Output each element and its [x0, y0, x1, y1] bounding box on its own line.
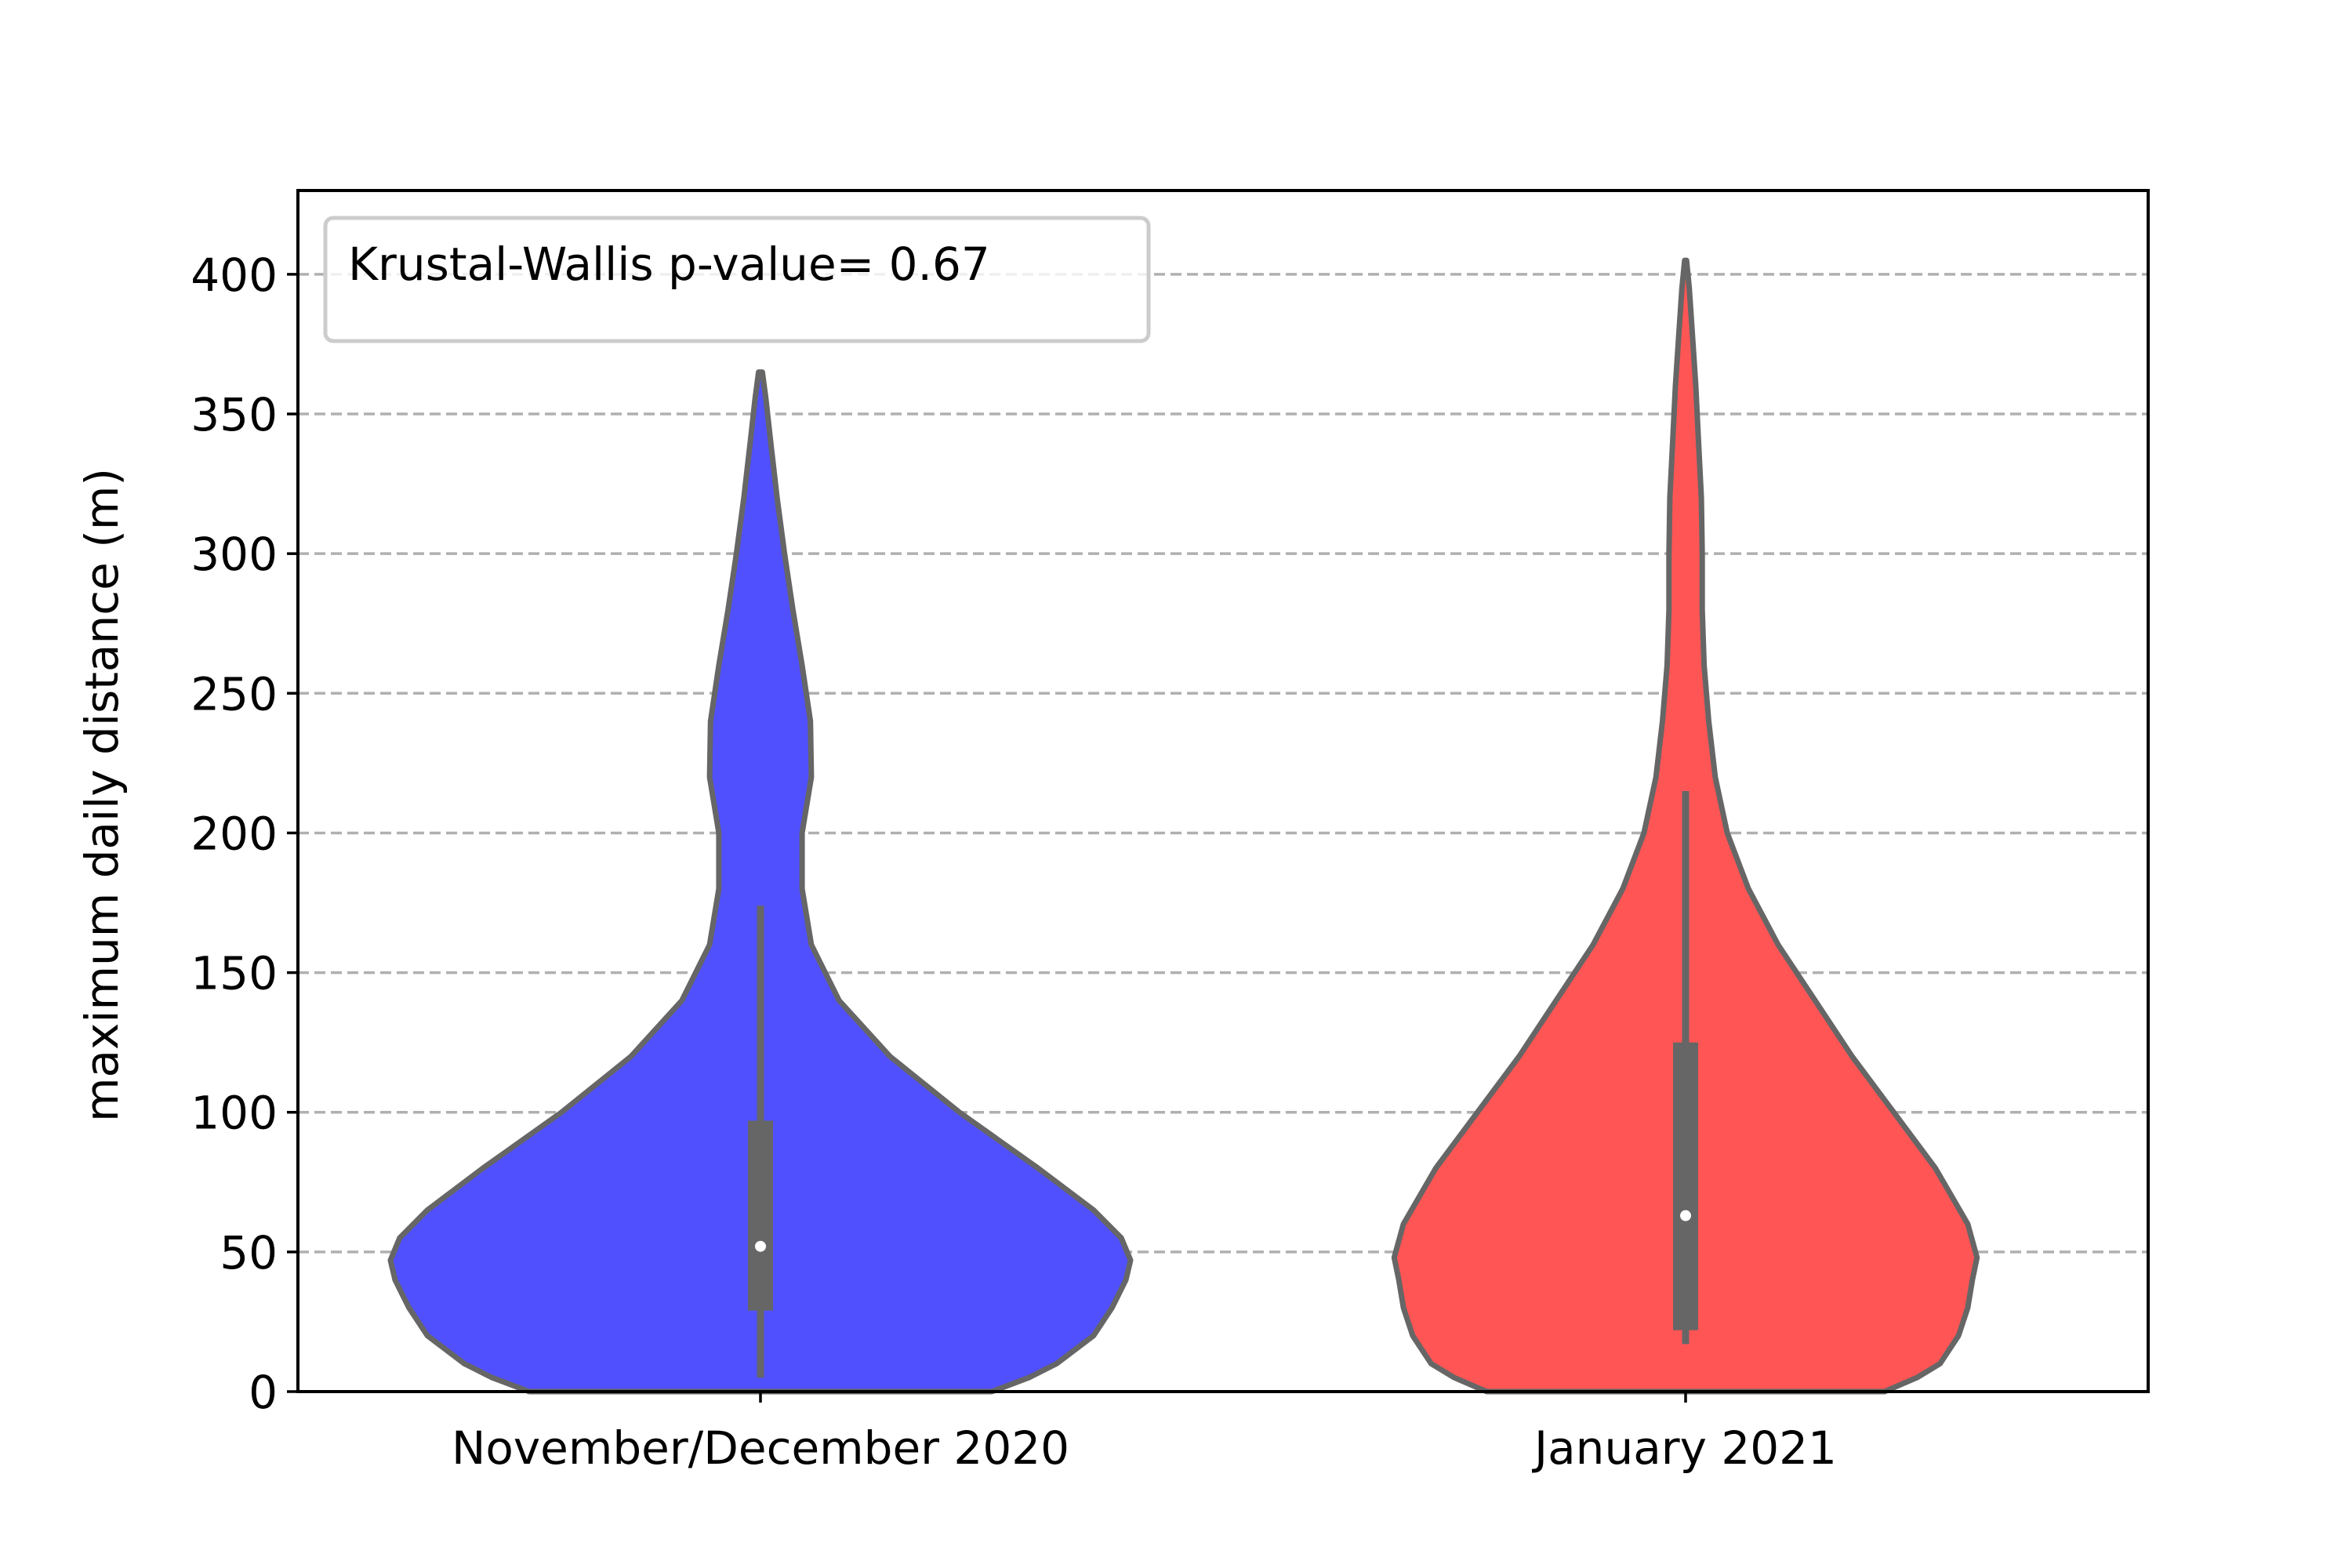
violin-layer: [387, 257, 1980, 1395]
y-tick-label-150: 150: [191, 947, 278, 1000]
box-layer: [748, 791, 1698, 1378]
y-tick-label-300: 300: [191, 528, 278, 581]
iqr-box-0: [748, 1120, 773, 1311]
violin-0: [387, 369, 1134, 1395]
y-tick-label-200: 200: [191, 807, 278, 860]
legend: Krustal-Wallis p-value= 0.67: [323, 216, 1151, 343]
y-tick-label-50: 50: [220, 1226, 278, 1279]
x-tick-label-1: January 2021: [1532, 1421, 1837, 1475]
median-point-0: [755, 1240, 766, 1252]
y-tick-label-350: 350: [191, 388, 278, 441]
x-axis: November/December 2020 January 2021: [452, 1392, 1837, 1475]
median-point-1: [1680, 1210, 1691, 1221]
y-tick-label-250: 250: [191, 667, 278, 720]
y-tick-label-400: 400: [191, 249, 278, 302]
legend-text: Krustal-Wallis p-value= 0.67: [348, 238, 990, 291]
plot-frame: [296, 189, 2150, 1393]
y-axis-label: maximum daily distance (m): [75, 468, 129, 1122]
y-tick-label-100: 100: [191, 1087, 278, 1140]
iqr-box-1: [1673, 1042, 1698, 1330]
legend-box: [323, 216, 1151, 343]
x-tick-label-0: November/December 2020: [452, 1421, 1069, 1475]
y-axis: 0 50 100 150 200 250 300 350 400: [191, 249, 298, 1419]
y-tick-label-0: 0: [249, 1366, 278, 1419]
